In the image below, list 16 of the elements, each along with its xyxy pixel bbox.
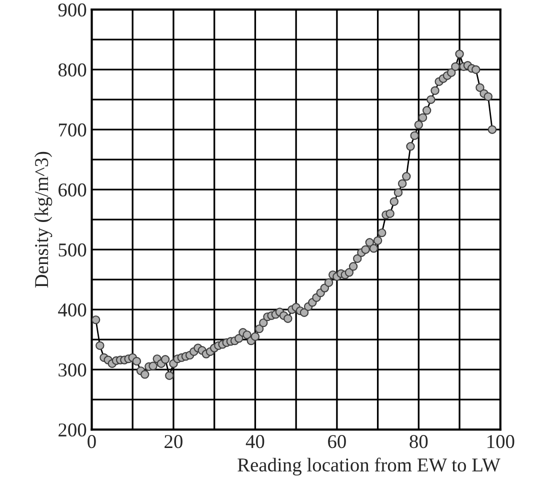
y-tick-label: 700 [58,123,86,137]
y-tick-label: 200 [58,423,86,437]
x-axis-title: Reading location from EW to LW [238,458,500,476]
y-tick-label: 800 [58,63,86,77]
y-axis-title: Density (kg/m^3) [34,152,52,288]
x-tick-label: 60 [328,435,346,448]
y-tick-label: 500 [58,243,86,257]
y-tick-label: 900 [58,3,86,17]
y-tick-label: 400 [58,303,86,317]
x-tick-label: 40 [246,435,264,448]
x-tick-label: 80 [410,435,428,448]
y-tick-label: 300 [58,363,86,377]
x-tick-label: 100 [488,435,514,448]
x-tick-label: 0 [88,435,96,448]
y-tick-label: 600 [58,183,86,197]
x-tick-label: 20 [164,435,182,448]
